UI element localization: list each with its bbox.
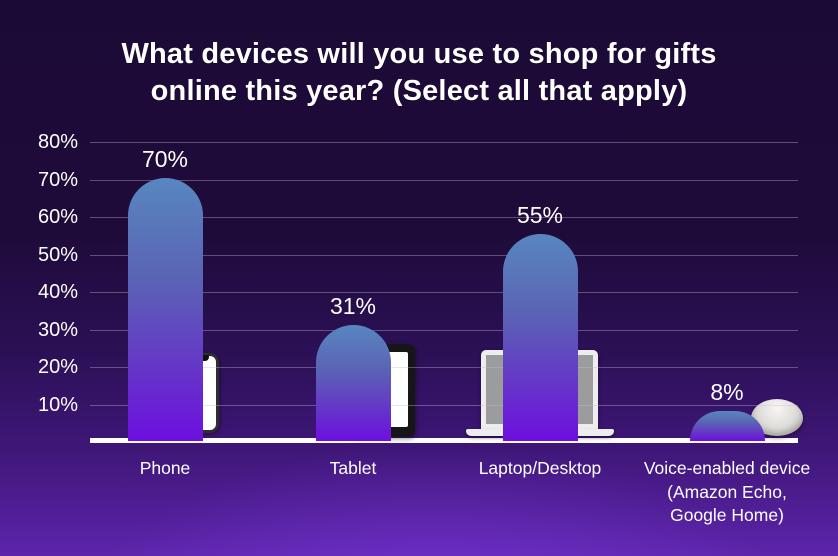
y-gridline — [90, 179, 798, 181]
y-gridline — [90, 329, 798, 331]
bar-value-label: 70% — [141, 146, 189, 172]
y-tick-label: 70% — [37, 168, 78, 191]
y-tick-label: 10% — [37, 393, 78, 416]
bar — [503, 234, 578, 441]
y-gridline — [90, 217, 798, 219]
y-gridline — [90, 367, 798, 369]
chart-title-line2: online this year? (Select all that apply… — [150, 75, 688, 107]
y-tick-label: 80% — [37, 131, 78, 153]
bar — [690, 411, 765, 441]
x-axis-baseline — [90, 438, 798, 443]
x-category-label: Laptop/Desktop — [478, 458, 602, 478]
bar — [316, 325, 391, 441]
y-tick-label: 50% — [37, 243, 78, 266]
y-gridline — [90, 142, 798, 143]
bar — [128, 178, 203, 441]
y-tick-label: 30% — [37, 318, 78, 341]
y-tick-label: 20% — [37, 356, 78, 379]
y-gridline — [90, 404, 798, 406]
bar-value-label: 55% — [516, 202, 564, 228]
y-tick-label: 40% — [37, 281, 78, 304]
x-category-label: Tablet — [329, 458, 377, 478]
bar-value-label: 8% — [710, 379, 744, 405]
y-gridline — [90, 254, 798, 256]
x-category-label: Voice-enabled device (Amazon Echo, Googl… — [643, 458, 811, 525]
y-tick-label: 60% — [37, 206, 78, 229]
y-gridline — [90, 292, 798, 294]
chart-title-line1: What devices will you use to shop for gi… — [121, 38, 717, 70]
chart-title: What devices will you use to shop for gi… — [0, 36, 838, 110]
bar-value-label: 31% — [329, 293, 377, 319]
x-category-label: Phone — [139, 458, 191, 478]
